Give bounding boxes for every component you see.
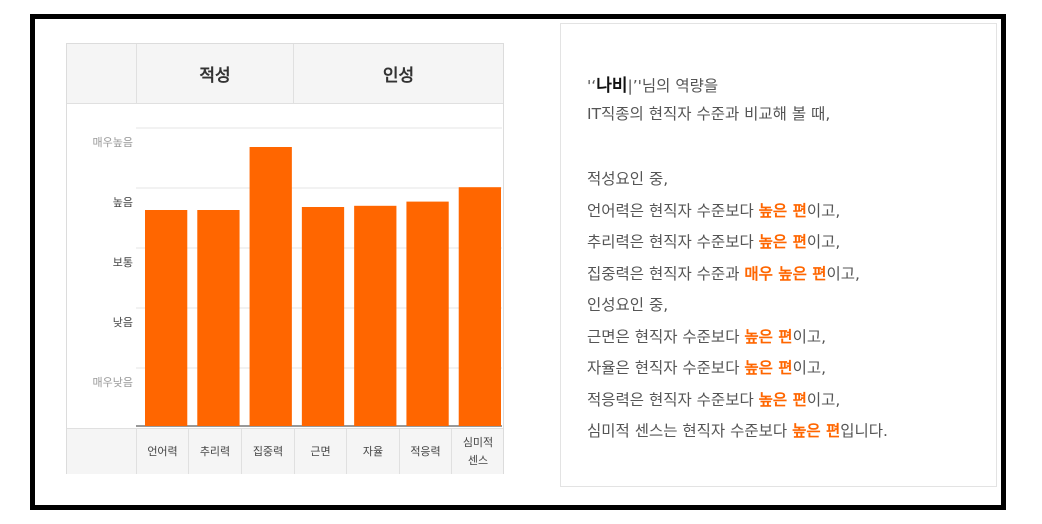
- summary-text: 적응력은 현직자 수준보다: [587, 390, 759, 409]
- bar: [354, 205, 397, 426]
- intro-prefix: '‘: [587, 77, 597, 95]
- summary-text: 근면은 현직자 수준보다: [587, 327, 745, 346]
- summary-text: 이고,: [806, 201, 841, 220]
- y-tick-label: 보통: [112, 256, 133, 269]
- summary-text: 이고,: [826, 264, 860, 283]
- bar: [406, 201, 449, 426]
- level-highlight: 높은 편: [744, 327, 793, 346]
- level-highlight: 높은 편: [758, 390, 807, 409]
- summary-line: IT직종의 현직자 수준과 비교해 볼 때,: [587, 105, 831, 123]
- level-highlight: 높은 편: [792, 422, 841, 440]
- intro-suffix: |’'님의 역량을: [627, 77, 719, 95]
- chart-panel: 적성 인성 매우높음 높음 보통 낮음 매우낮음 언어력 추리력 집중력 근면 …: [66, 43, 504, 474]
- summary-text: 자율은 현직자 수준보다: [587, 359, 745, 377]
- summary-text: 이고,: [792, 327, 827, 346]
- category-label: 적응력: [399, 429, 451, 474]
- level-highlight: 매우 높은 편: [744, 264, 827, 283]
- summary-line: 심미적 센스는 현직자 수준보다 높은 편입니다.: [587, 419, 888, 441]
- bar: [458, 187, 501, 426]
- summary-text: 인성요인 중,: [587, 296, 669, 314]
- summary-text: 집중력은 현직자 수준과: [587, 264, 745, 283]
- summary-text: 언어력은 현직자 수준보다: [587, 201, 759, 220]
- y-tick-label: 매우낮음: [92, 376, 133, 389]
- y-tick-label: 매우높음: [92, 136, 133, 149]
- summary-text: 입니다.: [840, 422, 888, 440]
- summary-text: 이고,: [806, 233, 841, 251]
- summary-line: 언어력은 현직자 수준보다 높은 편이고,: [587, 199, 840, 221]
- y-tick-label: 높음: [112, 196, 133, 209]
- level-highlight: 높은 편: [758, 201, 807, 220]
- summary-line: 적성요인 중,: [587, 167, 668, 189]
- category-label: 근면: [294, 429, 346, 474]
- summary-intro: '‘나비|’'님의 역량을: [587, 71, 718, 96]
- summary-line: 집중력은 현직자 수준과 매우 높은 편이고,: [587, 262, 860, 284]
- summary-line: 추리력은 현직자 수준보다 높은 편이고,: [587, 230, 840, 252]
- level-highlight: 높은 편: [744, 359, 793, 377]
- summary-text: 심미적 센스는 현직자 수준보다: [587, 422, 793, 440]
- category-axis: 언어력 추리력 집중력 근면 자율 적응력 심미적 센스: [67, 428, 503, 474]
- summary-line: 인성요인 중,: [587, 293, 668, 315]
- bar-chart: [136, 127, 502, 427]
- summary-line: 적응력은 현직자 수준보다 높은 편이고,: [587, 388, 840, 410]
- category-label: 추리력: [188, 429, 241, 474]
- group-header-personality: 인성: [294, 44, 503, 104]
- category-label: 자율: [346, 429, 399, 474]
- bar: [145, 210, 188, 426]
- level-highlight: 높은 편: [758, 233, 807, 251]
- summary-text: 이고,: [806, 390, 841, 409]
- category-label: 심미적 센스: [451, 429, 504, 474]
- summary-panel: '‘나비|’'님의 역량을 IT직종의 현직자 수준과 비교해 볼 때, 적성요…: [560, 23, 997, 487]
- summary-line: 자율은 현직자 수준보다 높은 편이고,: [587, 356, 826, 378]
- summary-line: 근면은 현직자 수준보다 높은 편이고,: [587, 325, 826, 347]
- bar: [197, 210, 240, 426]
- summary-text: 추리력은 현직자 수준보다: [587, 233, 759, 251]
- category-label: 언어력: [136, 429, 188, 474]
- category-label: 집중력: [241, 429, 294, 474]
- summary-text: 이고,: [792, 359, 827, 377]
- group-header-aptitude: 적성: [137, 44, 294, 104]
- result-frame: 적성 인성 매우높음 높음 보통 낮음 매우낮음 언어력 추리력 집중력 근면 …: [30, 14, 1006, 510]
- header-blank-cell: [67, 44, 137, 104]
- summary-text: 적성요인 중,: [587, 170, 669, 188]
- user-name: 나비: [596, 76, 628, 96]
- y-tick-label: 낮음: [112, 316, 133, 329]
- bar: [249, 147, 292, 426]
- bar: [301, 207, 345, 426]
